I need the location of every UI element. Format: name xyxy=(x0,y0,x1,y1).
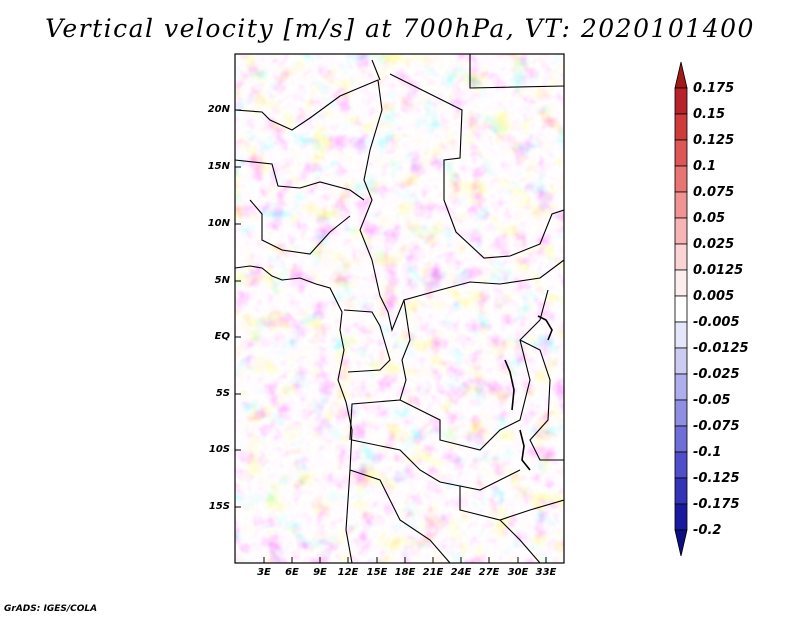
colorbar-label-8: 0.005 xyxy=(693,289,735,304)
lon-label-24e: 24E xyxy=(450,567,472,578)
colorbar-label-13: -0.075 xyxy=(693,419,740,434)
chart-title: Vertical velocity [m/s] at 700hPa, VT: 2… xyxy=(45,14,755,43)
lon-label-15e: 15E xyxy=(366,567,388,578)
colorbar-label-11: -0.025 xyxy=(693,367,740,382)
colorbar-swatch-8 xyxy=(674,269,688,297)
lat-label-10n: 10N xyxy=(207,218,230,229)
colorbar-swatch-12 xyxy=(674,373,688,401)
colorbar-swatch-11 xyxy=(674,347,688,375)
colorbar-swatch-2 xyxy=(674,113,688,141)
colorbar-swatch-1 xyxy=(674,87,688,115)
colorbar-label-0: 0.175 xyxy=(693,81,735,96)
colorbar-label-14: -0.1 xyxy=(693,445,722,460)
colorbar-swatch-7 xyxy=(674,243,688,271)
grads-credit: GrADS: IGES/COLA xyxy=(4,604,98,614)
lon-label-21e: 21E xyxy=(422,567,444,578)
lat-label-15s: 15S xyxy=(208,501,230,512)
colorbar-label-4: 0.075 xyxy=(693,185,735,200)
colorbar-label-3: 0.1 xyxy=(693,159,717,174)
colorbar-label-7: 0.0125 xyxy=(693,263,744,278)
lon-label-3e: 3E xyxy=(257,567,271,578)
lon-label-6e: 6E xyxy=(285,567,299,578)
lakes xyxy=(504,315,553,471)
colorbar-label-1: 0.15 xyxy=(693,107,726,122)
lon-label-30e: 30E xyxy=(507,567,529,578)
colorbar-label-2: 0.125 xyxy=(693,133,735,148)
colorbar-label-6: 0.025 xyxy=(693,237,735,252)
map-frame xyxy=(234,53,565,564)
colorbar-label-16: -0.175 xyxy=(693,497,740,512)
lon-label-27e: 27E xyxy=(478,567,500,578)
colorbar-label-17: -0.2 xyxy=(693,523,722,538)
lat-label-20n: 20N xyxy=(207,104,230,115)
colorbar-label-9: -0.005 xyxy=(693,315,740,330)
colorbar-swatch-6 xyxy=(674,217,688,245)
colorbar-swatch-4 xyxy=(674,165,688,193)
velocity-field xyxy=(235,54,564,563)
lon-label-18e: 18E xyxy=(394,567,416,578)
lon-label-9e: 9E xyxy=(313,567,327,578)
colorbar-swatch-9 xyxy=(674,295,688,323)
colorbar-swatch-13 xyxy=(674,399,688,427)
country-borders xyxy=(235,54,564,563)
colorbar-swatch-10 xyxy=(674,321,688,349)
lon-label-33e: 33E xyxy=(535,567,557,578)
colorbar-swatch-14 xyxy=(674,425,688,453)
colorbar-swatch-0 xyxy=(674,61,688,89)
colorbar-swatch-16 xyxy=(674,477,688,505)
lon-label-12e: 12E xyxy=(337,567,359,578)
colorbar-swatch-17 xyxy=(674,503,688,531)
colorbar-label-15: -0.125 xyxy=(693,471,740,486)
lat-label-5n: 5N xyxy=(214,275,230,286)
colorbar-swatch-3 xyxy=(674,139,688,167)
lat-label-eq: EQ xyxy=(214,331,230,342)
lat-label-5s: 5S xyxy=(215,388,230,399)
colorbar-label-10: -0.0125 xyxy=(693,341,749,356)
colorbar-label-5: 0.05 xyxy=(693,211,726,226)
lat-label-10s: 10S xyxy=(208,444,230,455)
colorbar-swatch-5 xyxy=(674,191,688,219)
colorbar-label-12: -0.05 xyxy=(693,393,731,408)
lat-label-15n: 15N xyxy=(207,161,230,172)
colorbar-swatch-18 xyxy=(674,529,688,557)
colorbar-swatch-15 xyxy=(674,451,688,479)
axis-ticks xyxy=(235,109,547,563)
